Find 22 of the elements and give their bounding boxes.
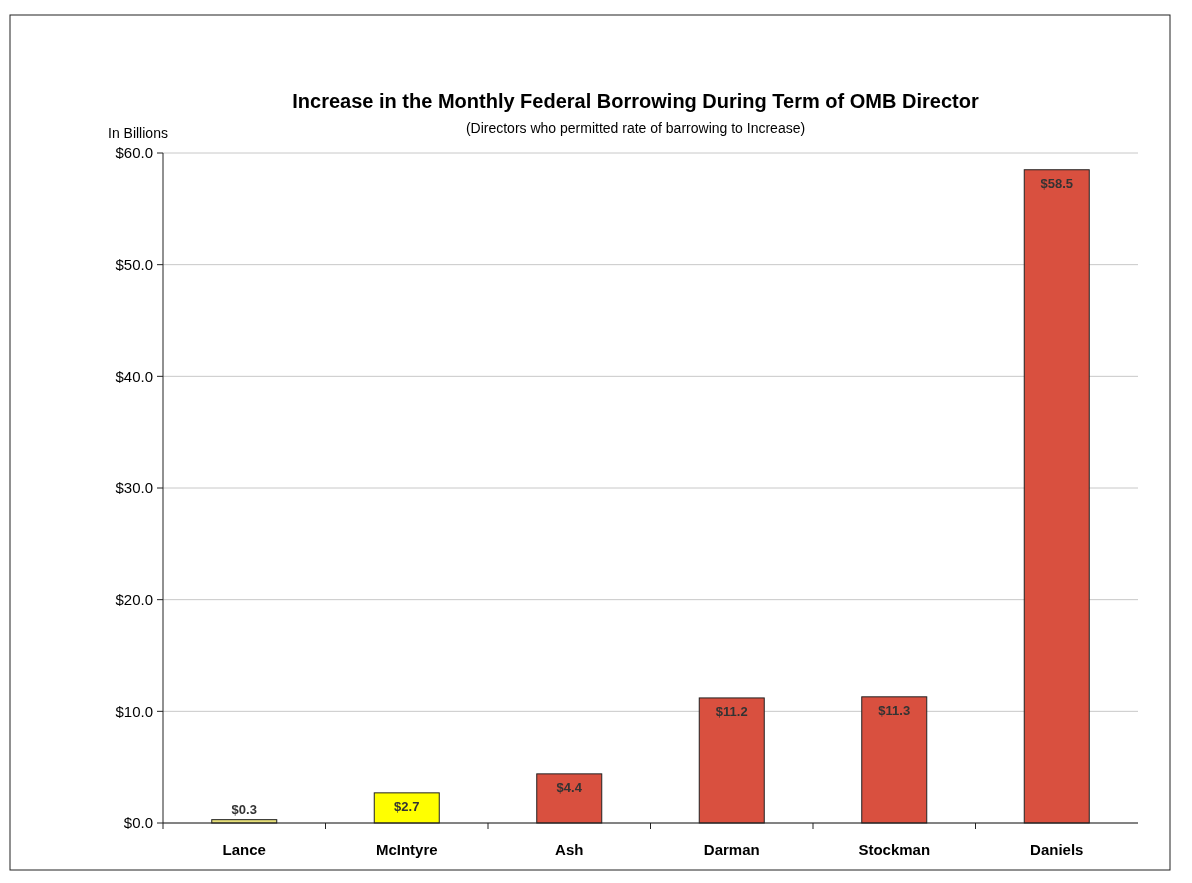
y-tick-label: $20.0 bbox=[115, 590, 153, 608]
y-tick-label: $50.0 bbox=[115, 255, 153, 273]
y-tick-label: $10.0 bbox=[115, 702, 153, 720]
y-tick-label: $0.0 bbox=[123, 814, 153, 832]
data-label: $4.4 bbox=[556, 779, 583, 795]
chart-subtitle: (Directors who permitted rate of barrowing to Increase) bbox=[465, 120, 806, 136]
data-label: $58.5 bbox=[1040, 175, 1074, 191]
x-tick-label: Ash bbox=[555, 841, 584, 858]
data-label: $11.2 bbox=[715, 703, 748, 719]
data-label: $2.7 bbox=[394, 798, 420, 814]
chart-title: Increase in the Monthly Federal Borrowing During Term of OMB Director bbox=[292, 90, 979, 112]
data-label: $0.3 bbox=[231, 801, 257, 817]
y-axis-title: In Billions bbox=[108, 125, 168, 141]
y-tick-label: $60.0 bbox=[115, 144, 153, 162]
x-tick-label: Darman bbox=[703, 841, 760, 858]
x-tick-label: Stockman bbox=[858, 841, 931, 858]
y-tick-label: $30.0 bbox=[115, 479, 153, 497]
x-tick-label: McIntyre bbox=[375, 841, 438, 858]
x-tick-label: Daniels bbox=[1030, 841, 1084, 858]
x-tick-label: Lance bbox=[222, 841, 266, 858]
y-tick-label: $40.0 bbox=[115, 367, 153, 385]
data-label: $11.3 bbox=[878, 702, 911, 718]
